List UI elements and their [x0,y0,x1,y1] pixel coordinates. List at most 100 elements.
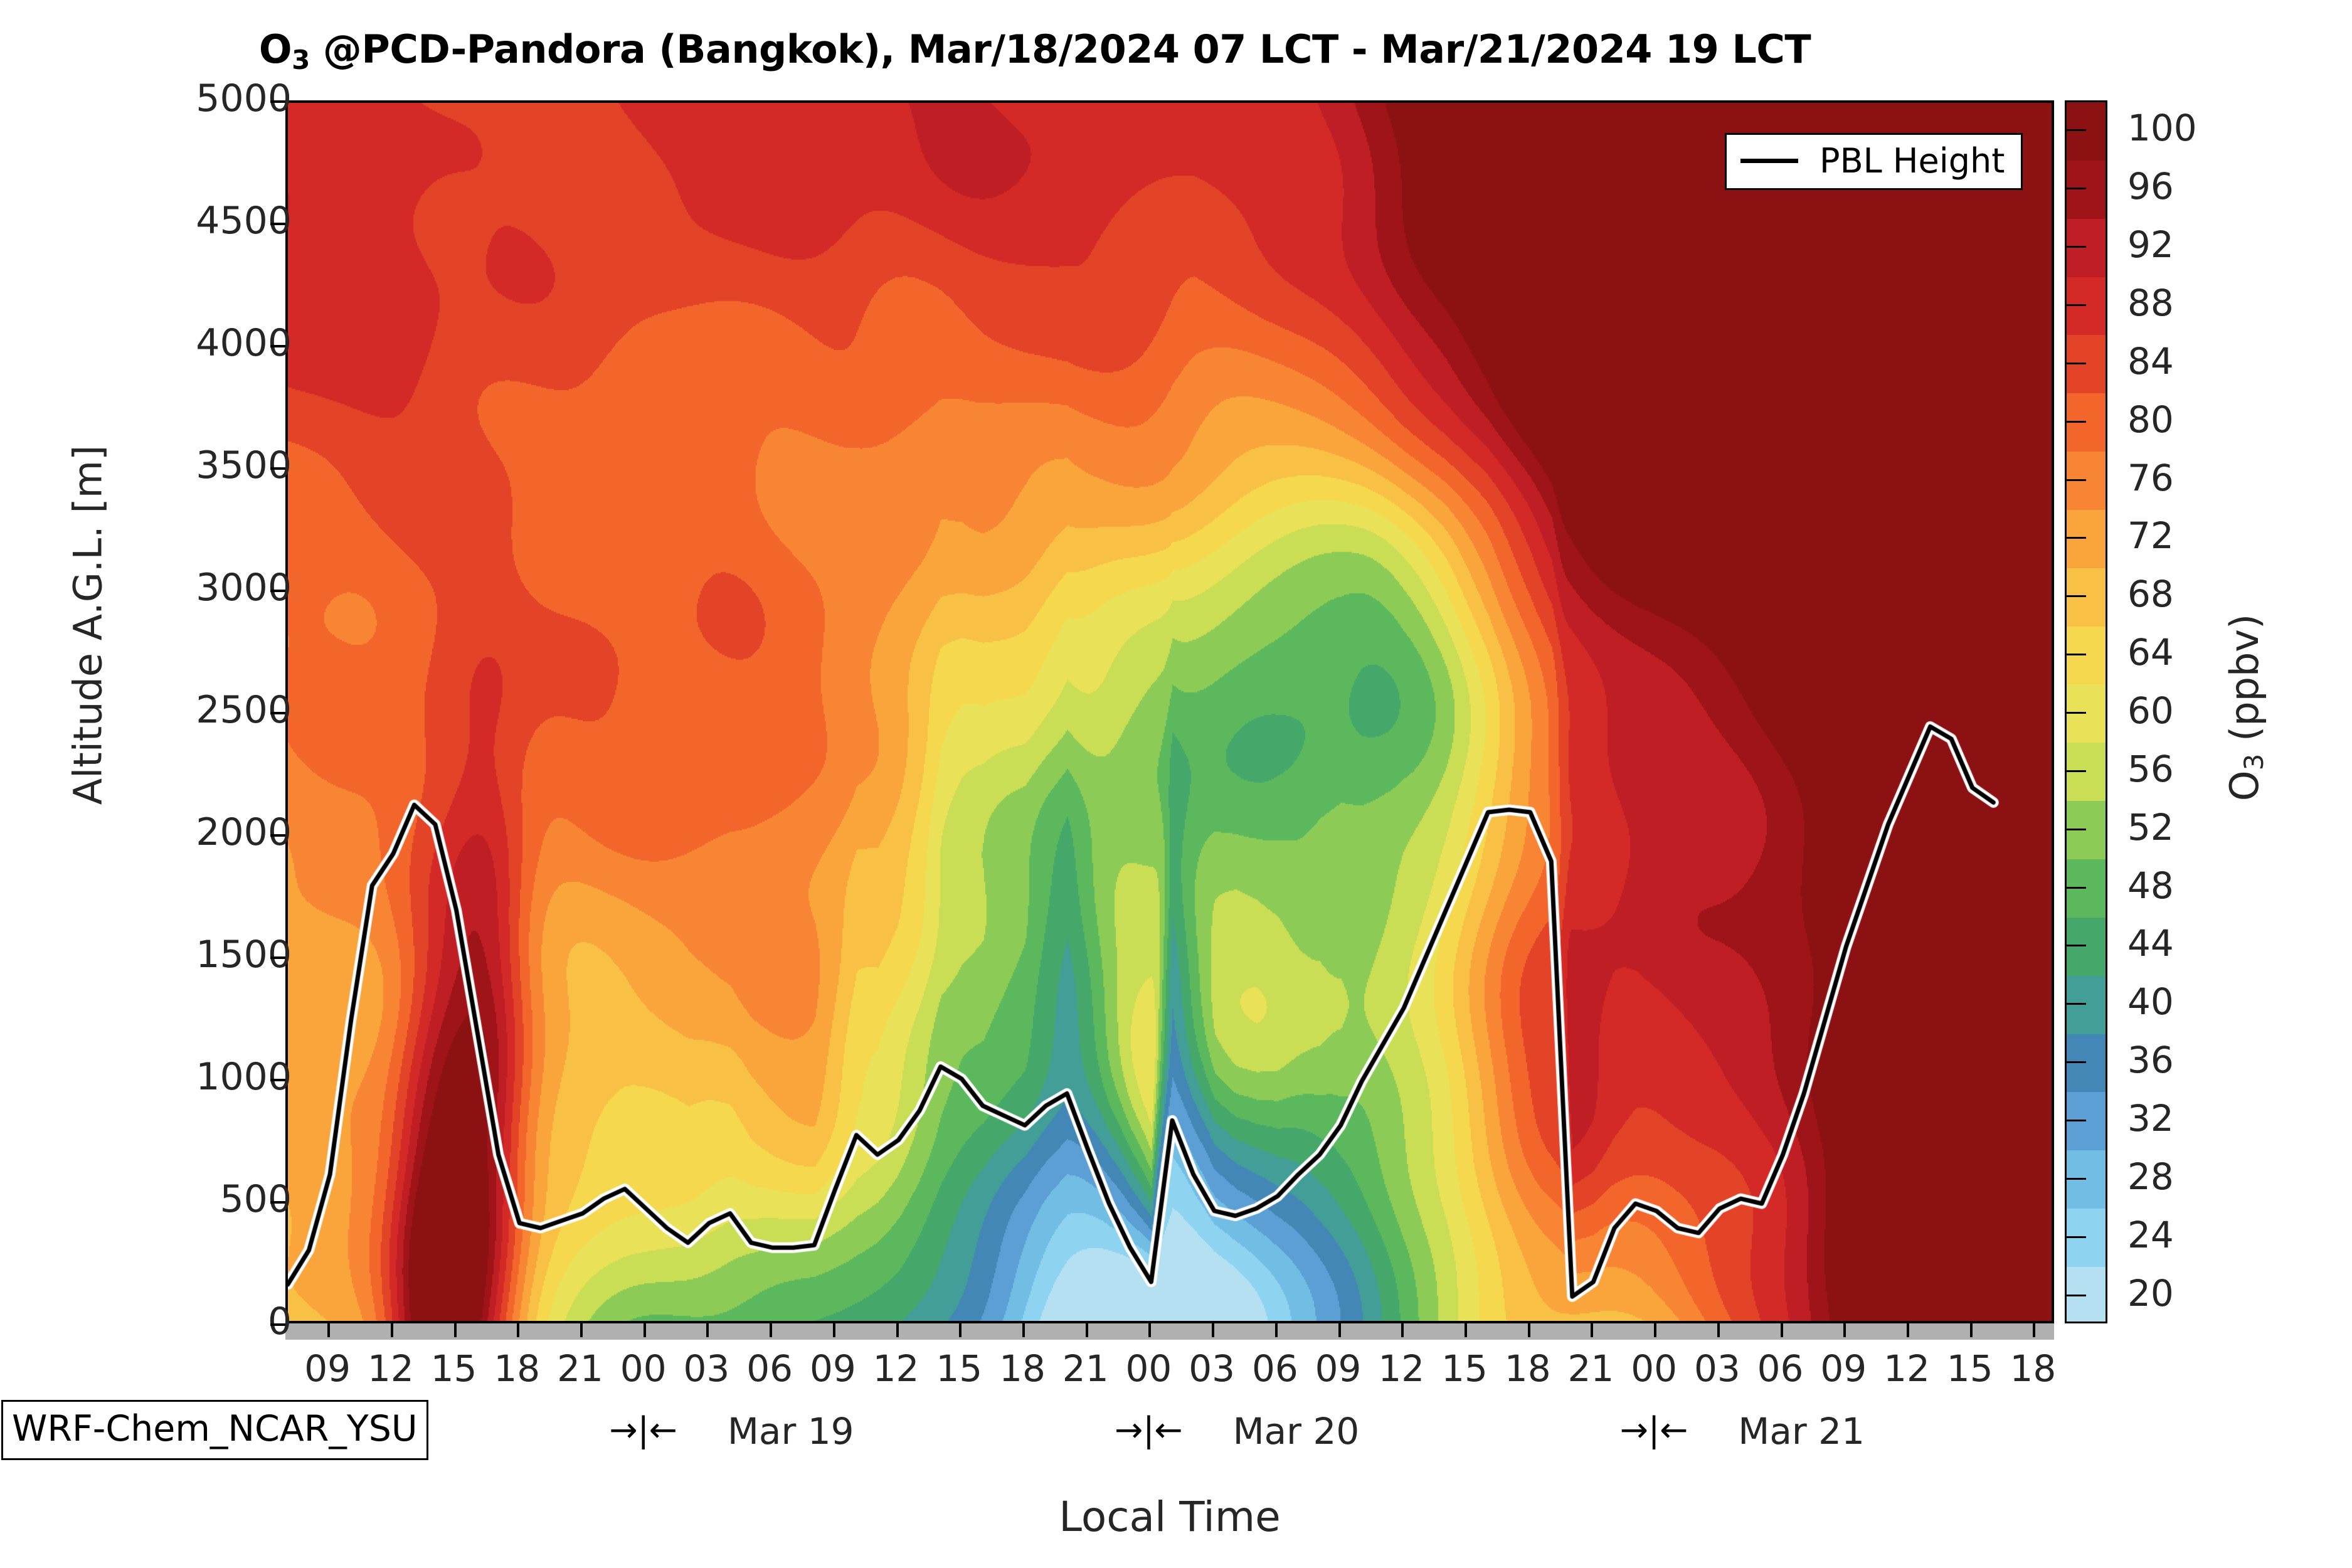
colorbar-tick-label: 20 [2127,1271,2174,1315]
x-axis-tick-mark [1338,1323,1341,1337]
x-axis-tick-label: 12 [367,1347,414,1390]
colorbar-tick-mark [2065,420,2086,423]
colorbar-tick-label: 76 [2127,456,2174,499]
x-axis-tick-mark [643,1323,646,1337]
x-axis-tick-mark [1465,1323,1467,1337]
x-axis-tick-label: 09 [809,1347,856,1390]
colorbar-tick-mark [2065,1177,2086,1180]
y-axis-tick-mark [270,100,285,103]
colorbar-tick-label: 88 [2127,282,2174,324]
colorbar-tick-label: 28 [2127,1155,2174,1198]
colorbar-tick-mark [2065,712,2086,714]
x-axis-tick-label: 15 [1946,1347,1993,1390]
y-axis-tick-mark [270,1201,285,1204]
colorbar-tick-label: 80 [2127,398,2174,441]
x-axis-tick-mark [580,1323,583,1337]
x-axis-tick-label: 00 [1125,1347,1172,1390]
x-axis-tick-mark [453,1323,457,1337]
x-axis-tick-label: 21 [1062,1347,1109,1390]
colorbar-tick-mark [2065,945,2086,947]
colorbar-tick-mark [2065,1003,2086,1005]
x-axis-tick-label: 15 [430,1347,477,1390]
colorbar-tick-mark [2065,886,2086,889]
x-axis-tick-mark [1212,1323,1215,1337]
x-axis-tick-mark [1780,1323,1783,1337]
colorbar-tick-mark [2065,362,2086,364]
colorbar-tick-mark [2065,129,2086,132]
x-axis-tick-mark [770,1323,773,1337]
x-axis-tick-mark [1717,1323,1720,1337]
x-axis-day-label: Mar 19 [727,1410,854,1453]
x-axis-tick-mark [327,1323,331,1337]
colorbar-tick-label: 100 [2127,107,2197,150]
title-subscript: 3 [292,45,310,75]
y-axis-tick-label: 500 [220,1177,292,1221]
title-species: O [258,26,292,72]
x-axis-tick-label: 00 [620,1347,667,1390]
legend-item-label: PBL Height [1820,141,2005,181]
x-axis-tick-label: 06 [1757,1347,1804,1390]
colorbar-tick-mark [2065,537,2086,539]
ozone-contour-field [288,103,2052,1321]
colorbar-tick-label: 68 [2127,573,2174,616]
y-axis-tick-label: 5000 [196,77,292,120]
colorbar-tick-mark [2065,1120,2086,1121]
x-axis-tick-label: 09 [304,1347,351,1390]
colorbar-tick-label: 24 [2127,1213,2174,1256]
colorbar-tick-mark [2065,1061,2086,1064]
x-axis-tick-label: 09 [1315,1347,1362,1390]
ground-surface-strip [285,1323,2054,1340]
x-axis-tick-label: 03 [1693,1347,1740,1390]
y-axis-tick-label: 1000 [196,1055,292,1099]
x-axis-day-label: Mar 20 [1232,1410,1360,1453]
colorbar-tick-label: 96 [2127,165,2174,208]
y-axis-tick-label: 3000 [196,566,292,610]
pbl-height-line-swatch [1740,159,1798,163]
x-axis-tick-label: 03 [683,1347,730,1390]
x-axis-tick-mark [1022,1323,1025,1337]
y-axis-tick-mark [270,345,285,347]
colorbar-tick-mark [2065,479,2086,481]
x-axis-tick-label: 06 [1251,1347,1298,1390]
colorbar-tick-mark [2065,828,2086,830]
x-axis-tick-mark [1148,1323,1152,1337]
x-axis-tick-label: 18 [999,1347,1046,1390]
colorbar-tick-label: 64 [2127,631,2174,674]
colorbar-title: O3 (ppbv) [2222,425,2269,990]
y-axis-tick-mark [270,590,285,592]
y-axis-tick-label: 0 [267,1300,292,1343]
day-boundary-marker: →|← [1115,1410,1183,1449]
day-boundary-marker: →|← [1619,1410,1688,1449]
colorbar-tick-label: 36 [2127,1039,2174,1082]
colorbar-tick-mark [2065,188,2086,190]
x-axis-tick-label: 21 [557,1347,603,1390]
colorbar-tick-mark [2065,595,2086,598]
x-axis-tick-mark [390,1323,393,1337]
y-axis-tick-label: 4000 [196,321,292,365]
colorbar-band [2067,1266,2106,1322]
x-axis-tick-label: 12 [1883,1347,1930,1390]
x-axis-tick-mark [1401,1323,1404,1337]
page-title: O3 @PCD-Pandora (Bangkok), Mar/18/2024 0… [0,26,2070,75]
x-axis-tick-mark [517,1323,520,1337]
model-annotation-box: WRF-Chem_NCAR_YSU [1,1400,428,1460]
colorbar-species: O [2222,770,2267,802]
x-axis-title: Local Time [1059,1493,1281,1541]
colorbar-tick-label: 40 [2127,980,2174,1024]
x-axis-tick-label: 18 [2010,1347,2057,1390]
y-axis-tick-mark [270,223,285,225]
colorbar-tick-label: 60 [2127,689,2174,732]
x-axis-tick-mark [1085,1323,1088,1337]
y-axis-tick-label: 2000 [196,810,292,854]
colorbar-rest: (ppbv) [2222,613,2267,754]
legend: PBL Height [1725,133,2023,190]
colorbar-tick-label: 44 [2127,922,2174,965]
x-axis-tick-label: 18 [1504,1347,1551,1390]
colorbar-band [2067,102,2106,161]
colorbar-tick-mark [2065,770,2086,772]
x-axis-tick-label: 09 [1820,1347,1867,1390]
x-axis-tick-mark [1843,1323,1846,1337]
x-axis-tick-label: 18 [494,1347,541,1390]
colorbar-tick-mark [2065,1236,2086,1238]
x-axis-tick-mark [1274,1323,1278,1337]
